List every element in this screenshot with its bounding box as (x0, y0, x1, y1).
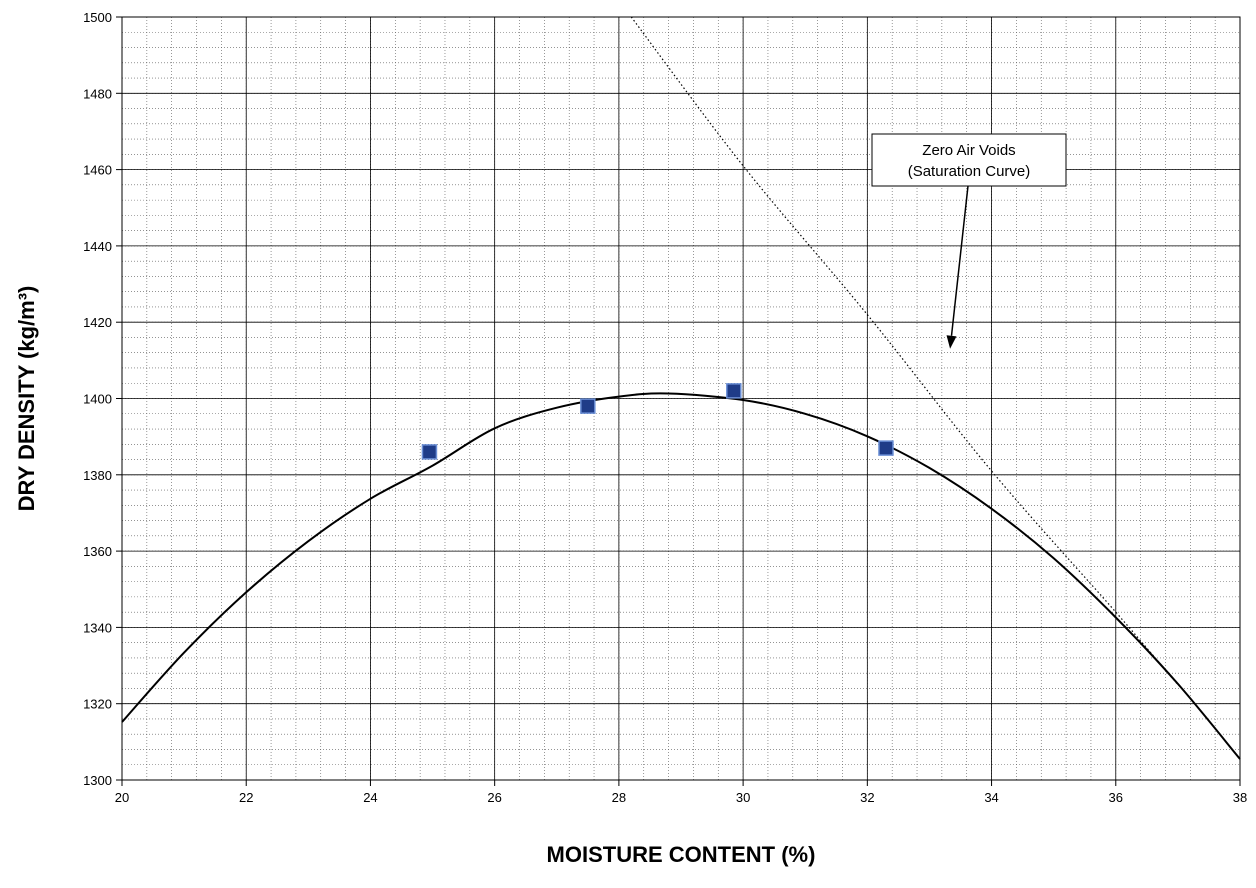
annotation-line-2: (Saturation Curve) (908, 163, 1031, 180)
data-points (421, 383, 894, 460)
x-tick-label: 24 (363, 790, 377, 805)
y-tick-label: 1480 (83, 86, 112, 101)
x-tick-labels: 20 22 24 26 28 30 32 34 36 38 (115, 790, 1247, 805)
y-tick-label: 1440 (83, 239, 112, 254)
y-tick-labels: 1300 1320 1340 1360 1380 1400 1420 1440 1460 1480… (83, 10, 112, 788)
y-tick-label: 1420 (83, 315, 112, 330)
x-tick-label: 30 (736, 790, 750, 805)
annotation-box (871, 133, 1067, 187)
x-tick-label: 38 (1233, 790, 1247, 805)
compaction-fit-curve (121, 392, 1241, 760)
y-tick-label: 1460 (83, 163, 112, 178)
x-tick-label: 32 (860, 790, 874, 805)
x-axis-title: MOISTURE CONTENT (%) (547, 842, 816, 867)
y-tick-label: 1400 (83, 392, 112, 407)
data-point (726, 383, 742, 399)
y-tick-label: 1380 (83, 468, 112, 483)
data-point (421, 444, 438, 460)
data-point (580, 398, 596, 414)
zero-air-voids-line (630, 16, 1179, 685)
y-tick-label: 1360 (83, 544, 112, 559)
saturation-annotation: Zero Air Voids (Saturation Curve) (871, 133, 1067, 349)
y-axis-title: DRY DENSITY (kg/m³) (14, 286, 39, 512)
annotation-line-1: Zero Air Voids (922, 142, 1015, 159)
y-tick-label: 1340 (83, 620, 112, 635)
x-tick-label: 26 (487, 790, 501, 805)
x-tick-label: 22 (239, 790, 253, 805)
y-tick-label: 1300 (83, 773, 112, 788)
annotation-arrow-head (946, 335, 957, 349)
annotation-arrow-line (950, 185, 969, 336)
x-tick-label: 20 (115, 790, 129, 805)
y-tick-label: 1500 (83, 10, 112, 25)
x-tick-label: 34 (984, 790, 998, 805)
plot-frame (121, 16, 1241, 781)
x-tick-label: 28 (612, 790, 626, 805)
data-point (878, 440, 894, 456)
y-tick-label: 1320 (83, 697, 112, 712)
x-tick-label: 36 (1109, 790, 1123, 805)
